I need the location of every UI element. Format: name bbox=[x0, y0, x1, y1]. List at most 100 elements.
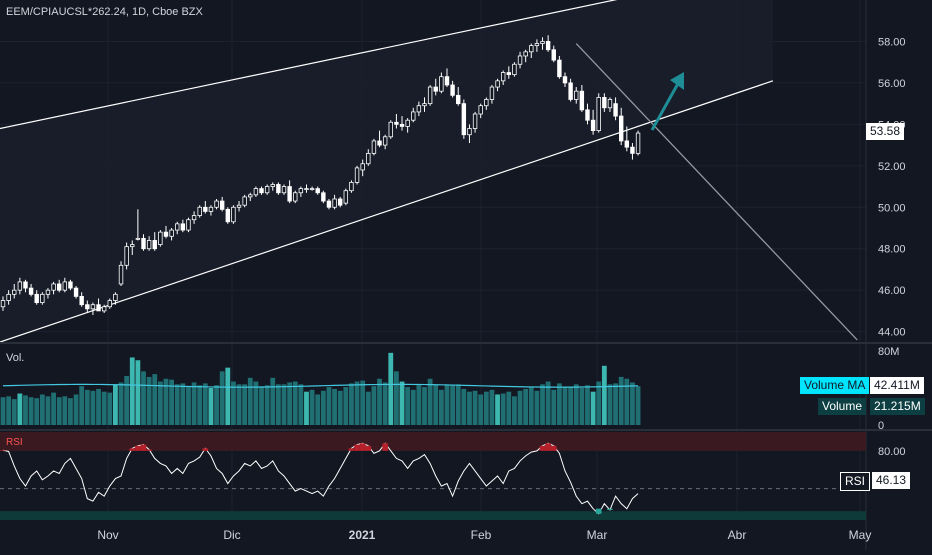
channel-lower-line bbox=[0, 80, 774, 343]
time-tick-label: May bbox=[849, 528, 872, 542]
price-tick-label: 50.00 bbox=[878, 202, 906, 214]
candle-body bbox=[472, 113, 478, 129]
candle-body bbox=[264, 186, 270, 194]
volume-bar bbox=[326, 387, 332, 425]
candle-body bbox=[500, 72, 506, 82]
volume-bar bbox=[467, 391, 472, 425]
volume-bar bbox=[483, 391, 489, 425]
candle-body bbox=[568, 82, 573, 100]
volume-bar bbox=[180, 383, 186, 425]
candle-body bbox=[118, 264, 124, 285]
candle-body bbox=[219, 200, 225, 210]
candle-body bbox=[242, 196, 247, 206]
candle-body bbox=[287, 186, 292, 202]
candle-body bbox=[450, 84, 455, 96]
volume-bar bbox=[84, 389, 90, 425]
volume-bar bbox=[11, 399, 17, 425]
candles bbox=[0, 35, 641, 316]
volume-bar bbox=[51, 392, 56, 425]
candle-body bbox=[107, 300, 112, 308]
volume-bar bbox=[34, 398, 40, 425]
rsi-oversold-fill bbox=[595, 508, 602, 514]
volume-bar bbox=[382, 382, 388, 425]
candle-body bbox=[371, 140, 377, 154]
volume-bar bbox=[214, 385, 219, 425]
rsi-overbought-fill bbox=[129, 448, 136, 451]
candle-body bbox=[281, 186, 287, 194]
volume-ma-value: 42.411M bbox=[870, 377, 924, 394]
candle-body bbox=[399, 123, 405, 127]
rsi-overbought-fill bbox=[550, 445, 557, 451]
candle-body bbox=[349, 181, 354, 192]
candle-body bbox=[574, 90, 579, 100]
volume-bar bbox=[264, 385, 270, 425]
volume-tick-label: 80M bbox=[878, 346, 899, 358]
volume-bar bbox=[174, 384, 180, 425]
time-tick-label: Abr bbox=[728, 528, 747, 542]
volume-bar bbox=[545, 381, 551, 425]
rsi-overbought-fill bbox=[348, 448, 355, 451]
rsi-overbought-fill bbox=[0, 450, 6, 451]
rsi-pane bbox=[0, 432, 866, 520]
volume-bar bbox=[96, 388, 101, 425]
volume-bar bbox=[242, 384, 248, 425]
candle-body bbox=[191, 215, 197, 221]
volume-bar bbox=[73, 394, 79, 425]
volume-bar bbox=[365, 391, 371, 425]
volume-bar bbox=[219, 371, 225, 425]
candle-body bbox=[427, 86, 433, 105]
volume-bar bbox=[506, 391, 512, 425]
volume-label-tag: Volume bbox=[818, 398, 867, 415]
rsi-overbought-fill bbox=[140, 444, 147, 451]
volume-bar bbox=[107, 392, 113, 425]
volume-bar bbox=[556, 383, 562, 425]
candle-body bbox=[203, 206, 208, 212]
volume-bar bbox=[247, 377, 253, 425]
rsi-pane-label: RSI bbox=[6, 437, 23, 448]
candle-body bbox=[158, 231, 163, 245]
candle-body bbox=[214, 200, 219, 208]
candle-body bbox=[562, 76, 568, 84]
candle-body bbox=[489, 86, 495, 100]
volume-bar bbox=[292, 381, 298, 425]
breakout-arrow-head bbox=[670, 72, 684, 90]
channel-upper-line bbox=[0, 0, 618, 130]
volume-bar bbox=[124, 375, 130, 425]
candle-body bbox=[557, 59, 562, 78]
volume-bar bbox=[489, 389, 495, 425]
volume-bar bbox=[422, 387, 427, 425]
volume-bar bbox=[523, 388, 529, 425]
volume-bar bbox=[236, 384, 242, 425]
volume-bar bbox=[399, 381, 405, 425]
volume-bar bbox=[309, 389, 315, 425]
candle-body bbox=[270, 184, 275, 187]
volume-bar bbox=[450, 385, 455, 425]
candle-body bbox=[309, 188, 315, 191]
volume-bar bbox=[405, 387, 411, 425]
volume-bar bbox=[298, 384, 304, 425]
volume-bar bbox=[590, 391, 596, 425]
candle-body bbox=[186, 219, 191, 231]
candle-body bbox=[57, 283, 62, 291]
volume-bar bbox=[68, 398, 73, 425]
time-tick-label: 2021 bbox=[349, 528, 376, 542]
volume-bar bbox=[388, 352, 394, 425]
volume-bar bbox=[438, 389, 444, 425]
volume-bar bbox=[455, 384, 461, 425]
candle-body bbox=[62, 281, 68, 291]
candle-body bbox=[433, 86, 438, 92]
candle-body bbox=[630, 146, 635, 154]
volume-bar bbox=[551, 389, 557, 425]
candle-body bbox=[293, 192, 298, 202]
candle-body bbox=[467, 128, 472, 136]
candle-body bbox=[152, 240, 157, 250]
candle-body bbox=[619, 115, 624, 142]
volume-bar bbox=[332, 388, 337, 425]
candle-body bbox=[439, 76, 444, 92]
candle-body bbox=[506, 72, 511, 76]
last-price-tag: 53.58 bbox=[866, 123, 905, 140]
candle-body bbox=[124, 246, 129, 266]
rsi-name-tag: RSI bbox=[840, 472, 871, 491]
